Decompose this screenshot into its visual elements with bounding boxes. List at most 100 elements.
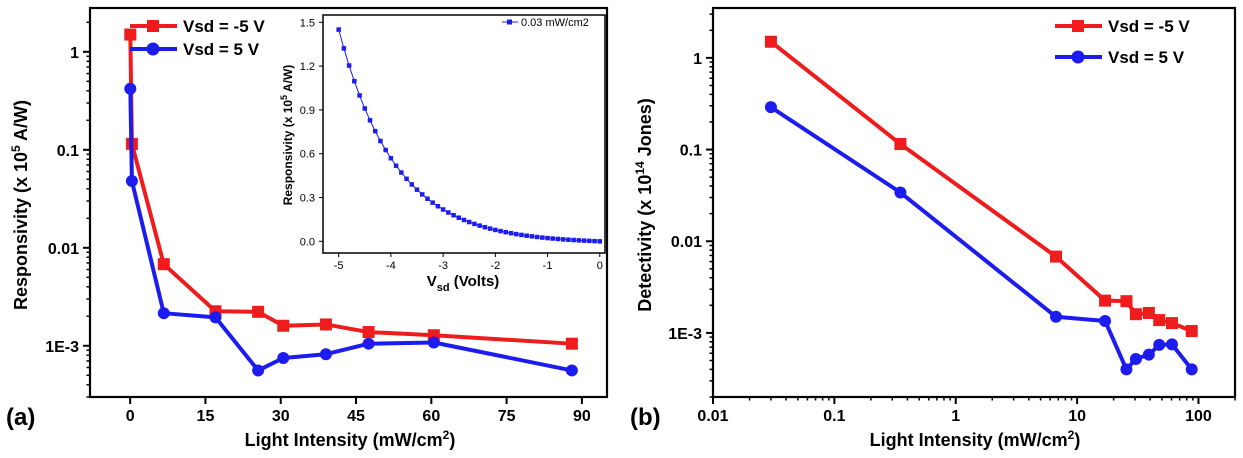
inset-data-point — [409, 182, 415, 187]
inset-data-point — [456, 215, 462, 220]
y-tick-label: 1 — [70, 45, 79, 62]
panel-a-xlabel: Light Intensity (mW/cm2) — [245, 428, 456, 450]
x-tick-label: 15 — [197, 408, 215, 425]
inset-legend-marker — [507, 19, 512, 25]
inset-data-point — [393, 163, 399, 168]
data-point — [1120, 363, 1133, 376]
legend-marker-pos5 — [146, 42, 160, 56]
data-point — [124, 82, 137, 95]
legend-marker-neg5 — [147, 20, 159, 32]
b-legend-label-pos5: Vsd = 5 V — [1108, 48, 1185, 67]
x-tick-label: -5 — [334, 260, 344, 272]
data-point — [764, 101, 777, 114]
panel-a-frame — [88, 6, 609, 399]
data-point — [1129, 352, 1142, 365]
inset-data-point — [592, 238, 597, 244]
x-tick-label: -1 — [543, 260, 553, 272]
panel-b-ticks: 0.01 0.1 1 10 100 1E-3 0.01 0.1 1 — [668, 13, 1236, 425]
legend-label-pos5: Vsd = 5 V — [183, 40, 260, 59]
inset-data-point — [346, 63, 352, 68]
inset-data-point — [425, 196, 430, 201]
x-tick-label: 45 — [347, 408, 365, 425]
inset-data-point — [419, 192, 425, 197]
y-tick-label: 1E-3 — [668, 326, 702, 343]
data-point — [157, 307, 170, 320]
inset-data-point — [493, 227, 498, 233]
inset-frame — [322, 14, 606, 254]
data-point — [894, 186, 907, 199]
inset-data-point — [378, 138, 383, 144]
inset-data-point — [508, 230, 514, 236]
data-point — [1099, 294, 1112, 307]
inset-data-point — [404, 176, 409, 182]
inset-data-point — [566, 237, 571, 242]
inset-data-point — [336, 27, 341, 32]
inset-data-point — [534, 234, 540, 240]
inset-legend-label: 0.03 mW/cm2 — [521, 17, 589, 29]
series-line — [769, 40, 1193, 333]
series-line — [128, 34, 572, 346]
data-point — [1165, 317, 1178, 330]
inset-data-point — [529, 234, 535, 239]
y-tick-label: 1 — [693, 51, 702, 68]
inset-data-point — [362, 106, 368, 111]
x-tick-label: -3 — [438, 260, 448, 272]
data-point — [1185, 324, 1198, 337]
data-point — [157, 258, 170, 271]
inset-data-point — [435, 203, 441, 209]
data-point — [1153, 338, 1166, 351]
data-point — [1142, 306, 1155, 319]
inset-data-point — [352, 78, 357, 84]
data-point — [209, 311, 222, 324]
inset-data-point — [472, 221, 477, 227]
x-tick-label: 1 — [951, 408, 960, 425]
inset-data-point — [503, 229, 509, 235]
data-point — [319, 318, 332, 331]
x-tick-label: 100 — [1185, 408, 1212, 425]
data-point — [362, 326, 375, 339]
panel-a-label: (a) — [6, 404, 35, 431]
panel-a-inset: -5 -4 -3 -2 -1 0 0.0 0.3 0.6 0.9 1.2 1.5 0.03 mW/cm… — [279, 14, 606, 294]
b-legend-label-neg5: Vsd = -5 V — [1108, 17, 1190, 36]
inset-data-point — [571, 237, 576, 243]
data-point — [252, 364, 265, 377]
data-point — [1142, 348, 1155, 361]
y-tick-label: 1E-3 — [45, 339, 79, 356]
data-point — [565, 337, 578, 350]
inset-data-point — [519, 232, 524, 238]
inset-xlabel: Vsd (Volts) — [427, 273, 500, 294]
inset-data-point — [414, 187, 420, 192]
y-tick-label: 0.1 — [57, 143, 79, 160]
inset-series — [336, 27, 603, 244]
inset-data-point — [513, 231, 519, 237]
inset-data-point — [388, 155, 394, 161]
inset-data-point — [597, 239, 603, 244]
data-point — [1153, 314, 1166, 327]
data-point — [277, 319, 290, 332]
data-point — [427, 336, 440, 349]
x-tick-label: 0 — [126, 408, 135, 425]
inset-data-point — [399, 170, 404, 175]
panel-a: 0 15 30 45 60 75 90 1E-3 0.01 0.1 1 (a) Light Inte… — [6, 6, 609, 450]
x-tick-label: 0.01 — [697, 408, 728, 425]
b-legend-marker-pos5 — [1071, 50, 1085, 64]
data-point — [764, 35, 777, 48]
panel-a-ticks: 0 15 30 45 60 75 90 1E-3 0.01 0.1 1 — [45, 21, 591, 425]
panel-b-ylabel: Detectivity (x 1014 Jones) — [633, 98, 655, 311]
x-tick-label: 60 — [422, 408, 440, 425]
inset-data-point — [341, 46, 347, 51]
x-tick-label: 10 — [1068, 408, 1086, 425]
inset-data-point — [461, 217, 467, 223]
data-point — [124, 28, 137, 41]
panel-a-legend: Vsd = -5 V Vsd = 5 V — [130, 17, 265, 59]
data-point — [277, 352, 290, 365]
x-tick-label: -2 — [490, 260, 500, 272]
inset-data-point — [446, 210, 451, 215]
inset-data-point — [498, 228, 503, 234]
panel-a-series — [124, 28, 578, 377]
inset-data-point — [540, 235, 545, 240]
inset-data-point — [545, 235, 550, 241]
x-tick-label: 0.1 — [823, 408, 845, 425]
y-tick-label: 0.6 — [300, 149, 315, 161]
